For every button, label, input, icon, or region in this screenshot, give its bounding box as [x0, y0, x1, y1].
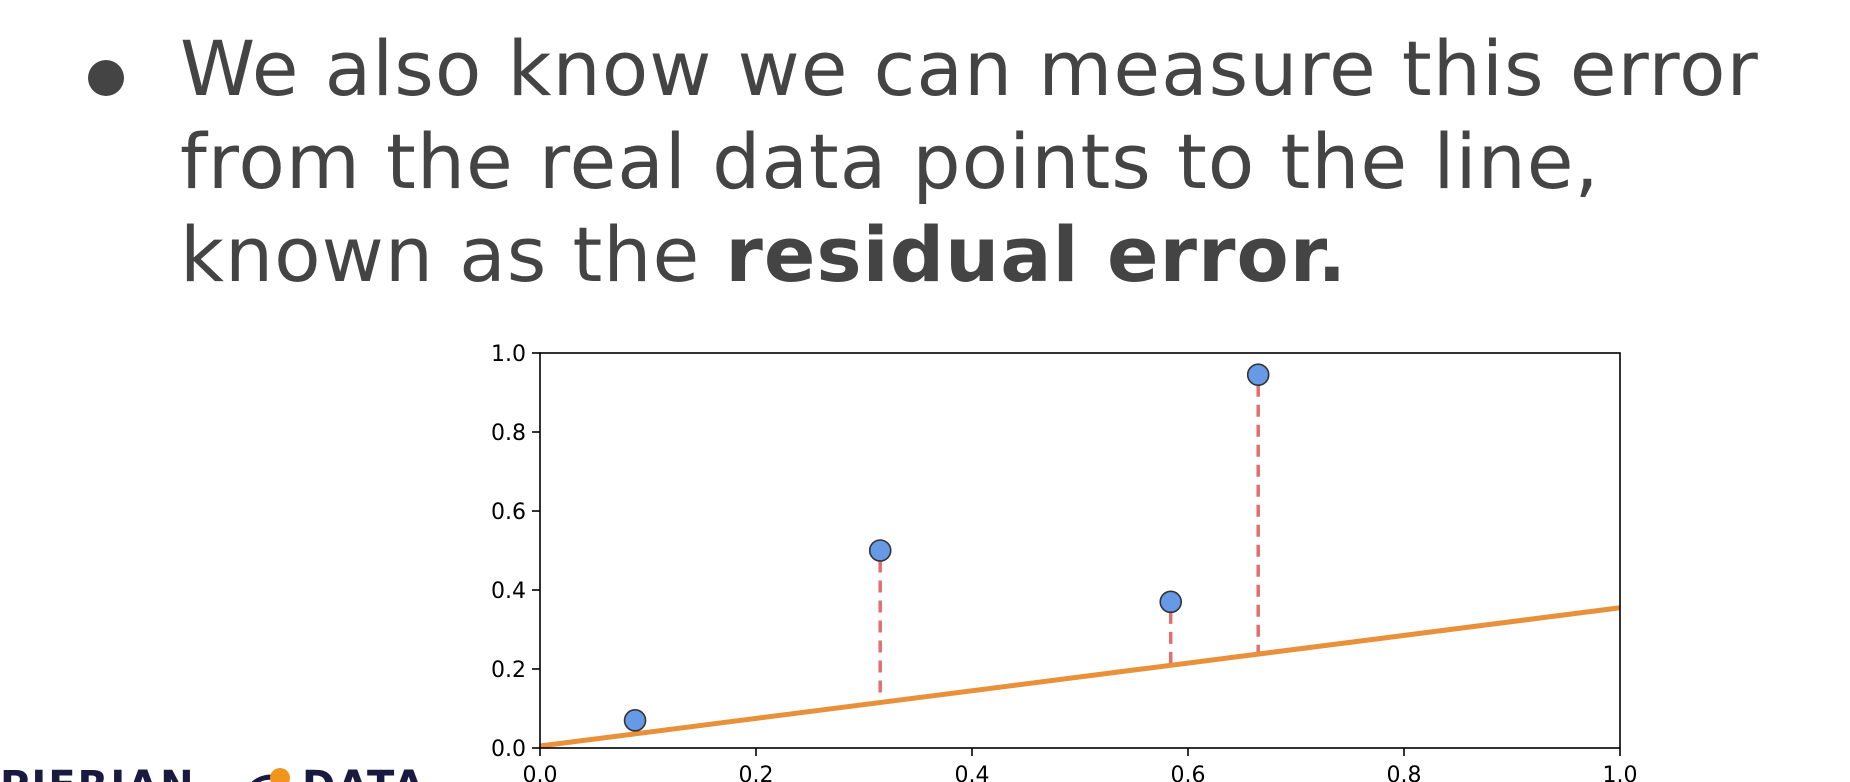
regression-line	[539, 605, 1621, 749]
data-point-3	[1159, 590, 1183, 614]
x-tick-label: 0.8	[1387, 763, 1422, 782]
x-tick-label: 0.2	[739, 763, 774, 782]
logo-text-right: DATA	[302, 766, 426, 782]
logo-mark-icon	[251, 768, 290, 782]
y-tick-label: 0.6	[491, 500, 526, 525]
slide-line-3: known as the residual error.	[180, 208, 1759, 301]
data-point-4	[1246, 363, 1270, 387]
bullet-text: We also know we can measure this error f…	[180, 22, 1759, 301]
x-tick-label: 0.6	[1171, 763, 1206, 782]
y-tick-label: 1.0	[491, 342, 526, 367]
x-tick-label: 0.4	[955, 763, 990, 782]
x-tick-label: 1.0	[1603, 763, 1638, 782]
y-tick-label: 0.2	[491, 658, 526, 683]
slide-line-1: We also know we can measure this error	[180, 24, 1759, 113]
y-tick-label: 0.4	[491, 579, 526, 604]
plot-frame	[539, 352, 1621, 749]
residual-error-emphasis: residual error.	[725, 210, 1348, 299]
slide-line-2: from the real data points to the line,	[180, 117, 1600, 206]
data-point-2	[868, 539, 892, 562]
slide-line-3-prefix: known as the	[180, 210, 726, 299]
bullet-dot	[88, 60, 124, 96]
pierian-data-logo: PIERIAN DATA	[0, 762, 460, 782]
x-tick-label: 0.0	[523, 763, 558, 782]
logo-text-left: PIERIAN	[0, 766, 196, 782]
y-tick-label: 0.8	[491, 421, 526, 446]
residual-chart: 0.0 0.2 0.4 0.6 0.8 1.0 0.0 0.2 0.4 0.6 0.8 1.0	[491, 342, 1638, 782]
data-point-1	[623, 709, 647, 732]
y-tick-label: 0.0	[491, 737, 526, 762]
